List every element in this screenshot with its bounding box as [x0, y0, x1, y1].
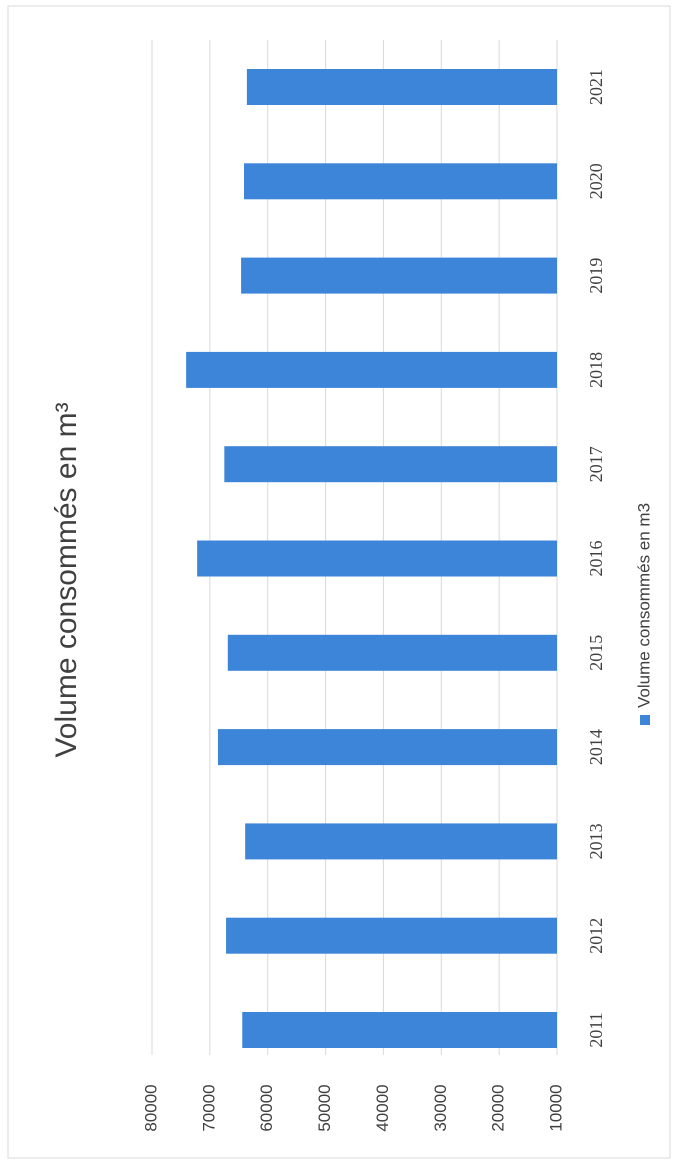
x-tick-label: 2021 [586, 69, 606, 105]
x-tick-label: 2014 [586, 729, 606, 765]
y-tick-label: 60000 [257, 1084, 276, 1131]
y-tick-label: 70000 [199, 1084, 218, 1131]
bar [227, 634, 558, 671]
chart-border [7, 5, 671, 1159]
legend-swatch [640, 715, 650, 725]
bar [226, 917, 558, 954]
bar [243, 163, 557, 200]
legend-label: Volume consommés en m3 [634, 503, 653, 708]
y-tick-label: 80000 [141, 1084, 160, 1131]
bar [242, 1012, 557, 1048]
y-tick-label: 10000 [546, 1084, 565, 1131]
y-tick-label: 30000 [431, 1084, 450, 1131]
y-tick-label: 40000 [373, 1084, 392, 1131]
x-tick-label: 2017 [586, 446, 606, 482]
x-tick-label: 2020 [586, 163, 606, 199]
x-tick-label: 2019 [586, 258, 606, 294]
x-tick-label: 2013 [586, 823, 606, 859]
x-tick-label: 2015 [586, 635, 606, 671]
bar [246, 69, 557, 105]
y-tick-label: 20000 [489, 1084, 508, 1131]
x-tick-label: 2011 [586, 1012, 606, 1047]
bar [245, 823, 557, 860]
bar [197, 540, 557, 577]
x-tick-label: 2012 [586, 918, 606, 954]
bar [241, 257, 557, 294]
y-tick-label: 50000 [315, 1084, 334, 1131]
x-tick-label: 2018 [586, 352, 606, 388]
chart-title: Volume consommés en m³ [50, 402, 83, 757]
x-tick-label: 2016 [586, 541, 606, 577]
bar [224, 446, 558, 483]
bar [217, 729, 557, 766]
bar [186, 351, 557, 388]
